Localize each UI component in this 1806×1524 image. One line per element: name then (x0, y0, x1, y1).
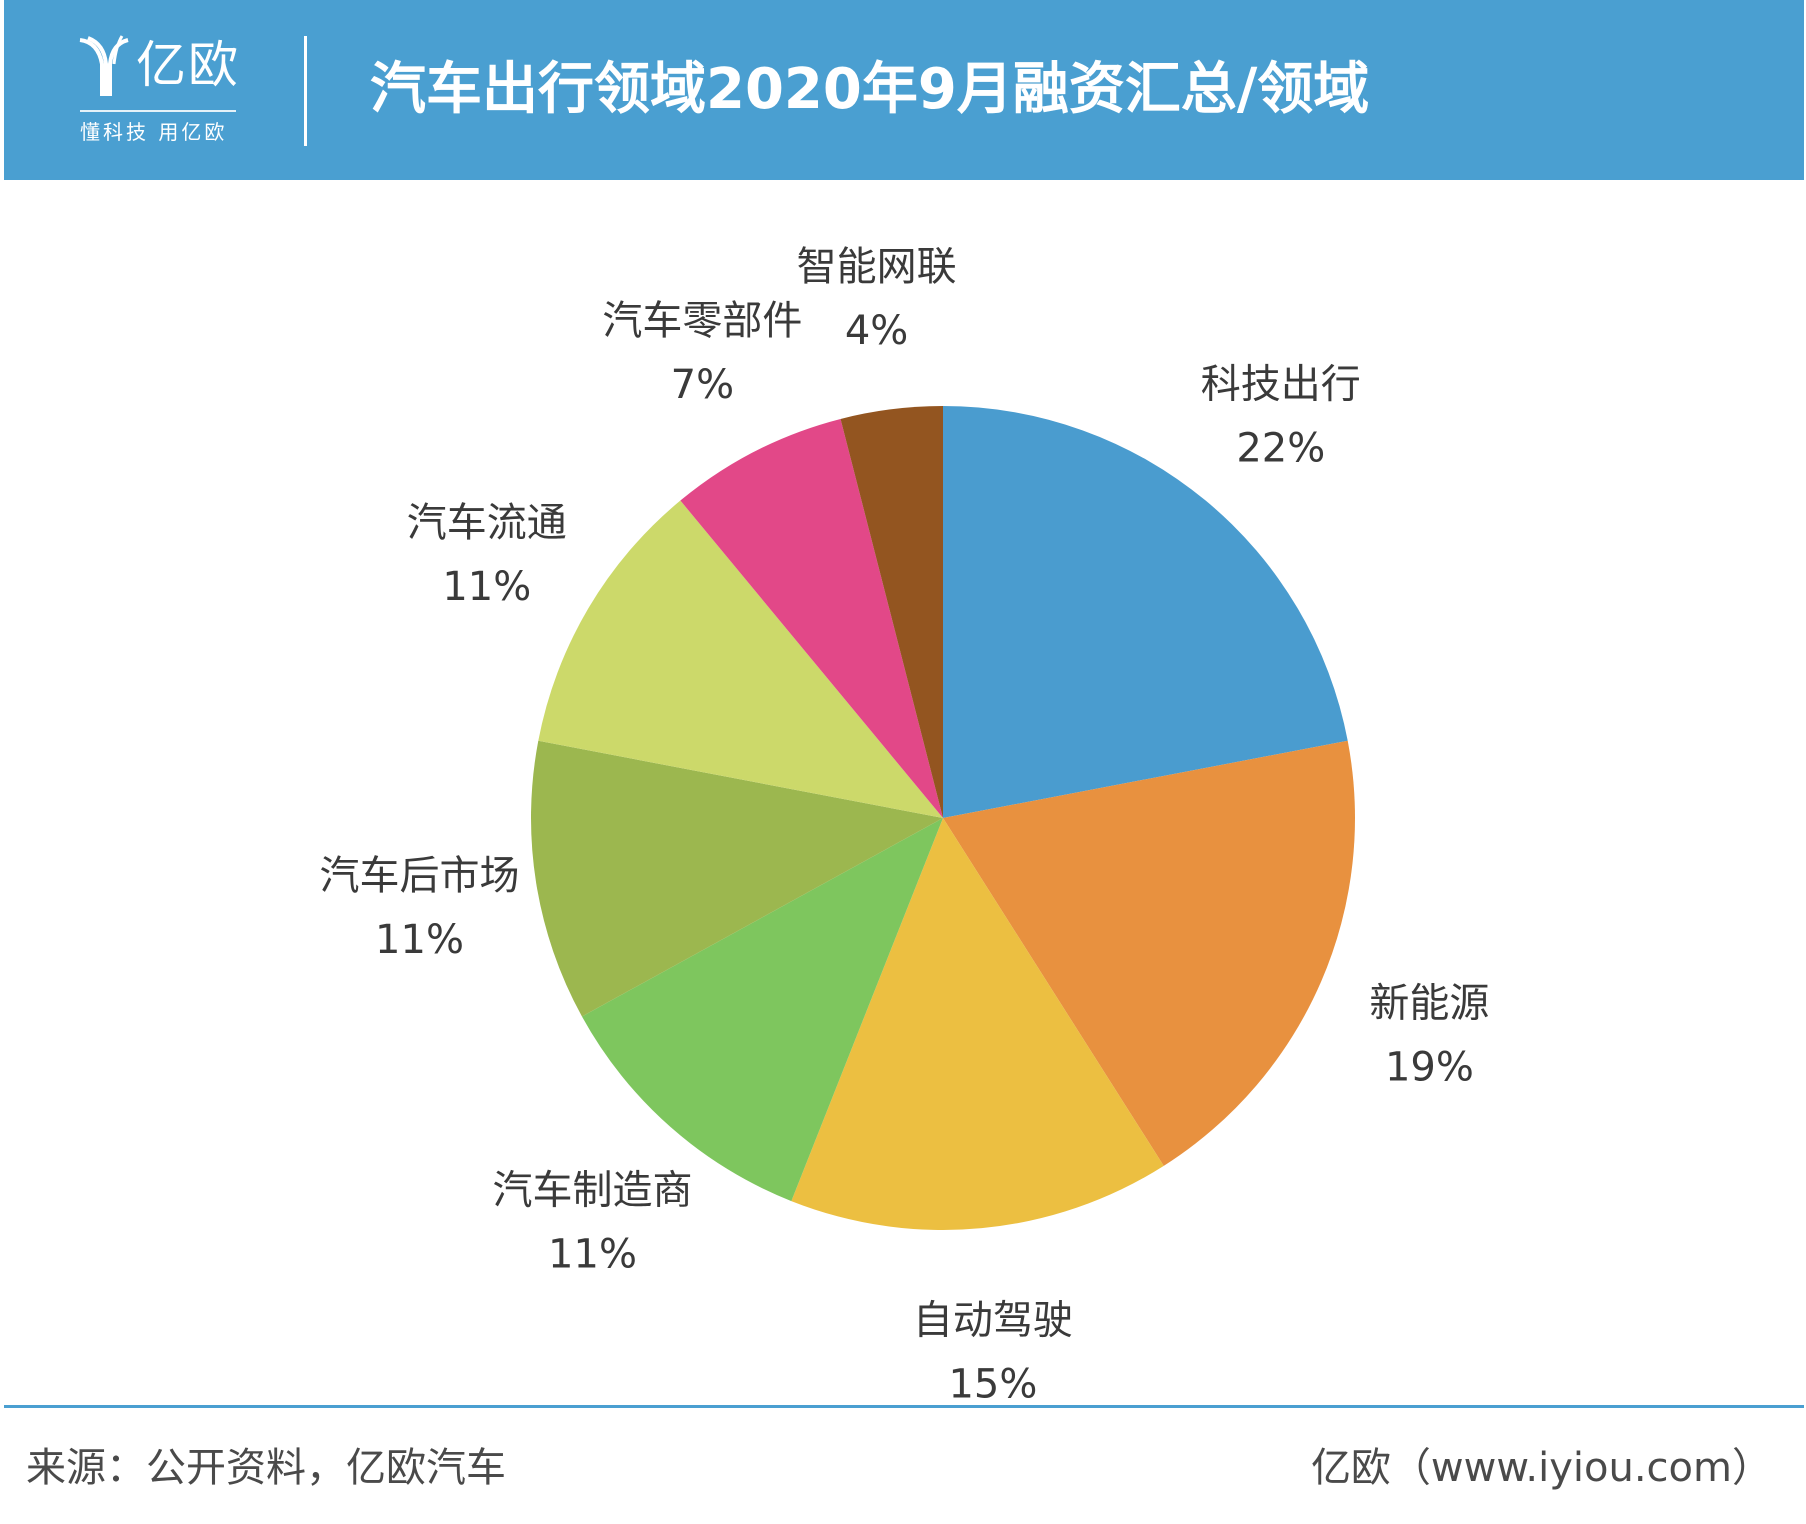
page-title: 汽车出行领域2020年9月融资汇总/领域 (370, 57, 1370, 122)
slice-value-6: 11% (442, 564, 531, 610)
pie-slice-6 (538, 500, 943, 818)
slice-value-7: 7% (671, 362, 734, 408)
logo-name: 亿欧 (136, 36, 240, 94)
slice-label-7: 汽车零部件 (602, 298, 802, 344)
slice-label-2: 新能源 (1369, 981, 1489, 1027)
logo-tagline: 懂科技 用亿欧 (80, 120, 228, 144)
slice-label-6: 汽车流通 (407, 500, 567, 546)
slice-label-4: 汽车制造商 (493, 1168, 693, 1214)
pie-slice-4 (581, 818, 943, 1202)
slice-value-5: 11% (375, 917, 464, 963)
slice-value-2: 19% (1385, 1045, 1474, 1091)
brand-logo: 亿欧 懂科技 用亿欧 (76, 30, 246, 152)
slice-value-4: 11% (548, 1232, 637, 1278)
pie-labels: 科技出行 22% 新能源 19% 自动驾驶 15% 汽车制造商 11% 汽车后市场 11% 汽车流通… (320, 244, 1490, 1400)
header-divider (304, 36, 307, 146)
slice-label-8: 智能网联 (797, 244, 957, 290)
slice-label-1: 科技出行 (1201, 362, 1361, 408)
pie-slice-5 (531, 740, 943, 1017)
site-credit: 亿欧（www.iyiou.com） (1310, 1445, 1772, 1491)
footer-rule (4, 1405, 1804, 1408)
source-note: 来源：公开资料，亿欧汽车 (26, 1445, 506, 1491)
pie-slice-1 (943, 406, 1348, 818)
pie-slice-3 (791, 818, 1164, 1231)
logo-rule (80, 110, 236, 112)
pie-chart: 科技出行 22% 新能源 19% 自动驾驶 15% 汽车制造商 11% 汽车后市场 11% 汽车流通… (320, 244, 1490, 1400)
slice-value-8: 4% (845, 308, 908, 354)
slice-label-5: 汽车后市场 (320, 853, 520, 899)
pie-slice-2 (943, 740, 1355, 1166)
logo-y-icon (79, 35, 129, 96)
slice-value-3: 15% (948, 1362, 1037, 1400)
pie-slice-7 (680, 418, 943, 818)
slice-value-1: 22% (1236, 426, 1325, 472)
header-banner: 亿欧 懂科技 用亿欧 汽车出行领域2020年9月融资汇总/领域 (4, 0, 1804, 180)
slice-label-3: 自动驾驶 (913, 1298, 1073, 1344)
pie-slice-8 (840, 406, 943, 818)
pie-slices (531, 406, 1355, 1231)
